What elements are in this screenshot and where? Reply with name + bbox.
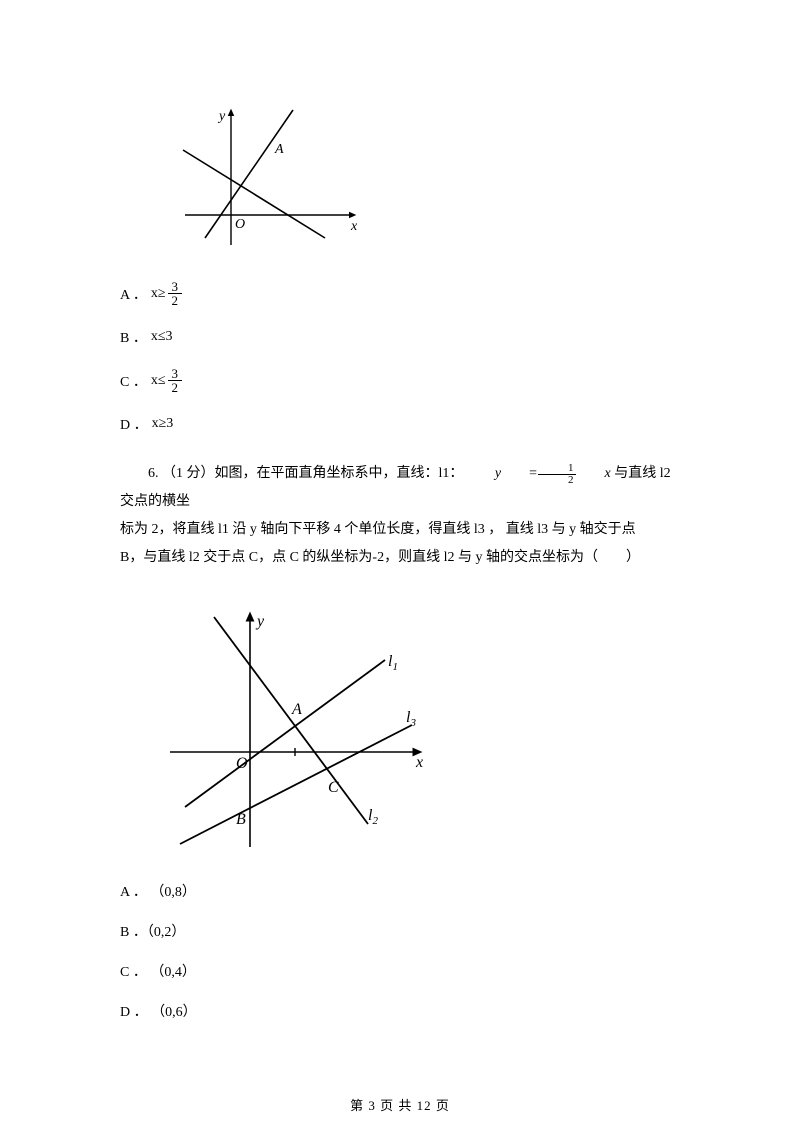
q6-options: A ． （0,8） B ．（0,2） C ． （0,4） D ． （0,6） <box>120 881 680 1021</box>
label-o: O <box>235 217 245 232</box>
figure-2-svg: y x O A B C l1 l3 l2 <box>160 602 440 852</box>
label-x: x <box>350 219 358 234</box>
label-y: y <box>217 109 226 124</box>
line-falling <box>183 150 325 238</box>
q6-option-d: D ． （0,6） <box>120 1001 680 1021</box>
label-b: B <box>236 811 246 828</box>
fraction-1-2: 1 2 <box>538 463 576 486</box>
label-l1: l1 <box>388 653 398 673</box>
page: y x O A A ． x≥ 3 2 B ． x≤3 C ． x≤ 3 2 <box>0 0 800 1132</box>
figure-1-svg: y x O A <box>175 100 365 255</box>
q6-option-c: C ． （0,4） <box>120 961 680 981</box>
q6-line2: 标为 2，将直线 l1 沿 y 轴向下平移 4 个单位长度，得直线 l3 ， 直… <box>120 516 636 544</box>
q5-option-a: A ． x≥ 3 2 <box>120 280 680 307</box>
q6-stem: 6. （1 分）如图，在平面直角坐标系中，直线：l1： y = 1 2 x 与直… <box>120 460 680 572</box>
q5-options: A ． x≥ 3 2 B ． x≤3 C ． x≤ 3 2 D ． x≥3 <box>120 280 680 434</box>
q5-option-c: C ． x≤ 3 2 <box>120 367 680 394</box>
line-l1 <box>185 660 385 807</box>
q5-option-a-label: A ． <box>120 284 147 304</box>
q6-pre: 6. （1 分）如图，在平面直角坐标系中，直线：l1： <box>148 466 463 481</box>
figure-1: y x O A <box>175 100 680 260</box>
label-a: A <box>291 701 302 718</box>
line-l2 <box>214 617 368 824</box>
q5-option-b-body: x≤3 <box>151 329 173 345</box>
fraction-3-2: 3 2 <box>168 280 183 307</box>
line-rising <box>205 110 293 238</box>
label-x: x <box>415 754 423 771</box>
q5-option-c-body: x≤ <box>151 373 166 389</box>
q5-option-b: B ． x≤3 <box>120 327 680 347</box>
label-l3: l3 <box>406 709 416 729</box>
q6-equation: y = 1 2 x <box>467 460 611 488</box>
q5-option-d-body: x≥3 <box>152 416 174 432</box>
label-l2: l2 <box>368 807 378 827</box>
q6-option-a: A ． （0,8） <box>120 881 680 901</box>
q6-line3: B，与直线 l2 交于点 C，点 C 的纵坐标为-2，则直线 l2 与 y 轴的… <box>120 544 640 572</box>
fraction-3-2: 3 2 <box>168 367 183 394</box>
q5-option-c-label: C ． <box>120 371 147 391</box>
label-y: y <box>255 613 265 630</box>
q5-option-d: D ． x≥3 <box>120 414 680 434</box>
q5-option-a-body: x≥ <box>151 286 166 302</box>
label-o: O <box>236 755 248 772</box>
q5-option-b-label: B ． <box>120 327 147 347</box>
figure-2: y x O A B C l1 l3 l2 <box>160 602 680 857</box>
q6-option-b: B ．（0,2） <box>120 921 680 941</box>
q5-option-d-label: D ． <box>120 414 148 434</box>
page-footer: 第 3 页 共 12 页 <box>0 1095 800 1114</box>
label-c: C <box>328 779 339 796</box>
label-a: A <box>274 142 284 157</box>
